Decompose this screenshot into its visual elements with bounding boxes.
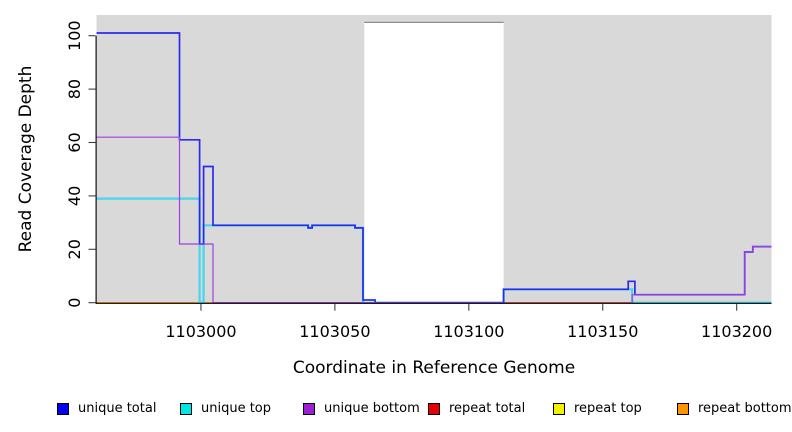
- legend-label: repeat top: [574, 401, 642, 416]
- y-axis-title: Read Coverage Depth: [16, 66, 36, 253]
- legend-label: unique bottom: [324, 401, 420, 416]
- legend-swatch: [57, 403, 69, 415]
- legend-item-repeat-bottom: repeat bottom: [677, 398, 792, 420]
- y-tick-label: 60: [65, 132, 84, 152]
- legend-item-unique-top: unique top: [180, 398, 271, 420]
- y-tick-label: 20: [65, 239, 84, 259]
- y-tick-label: 80: [65, 79, 84, 99]
- x-tick-label: 1103150: [567, 322, 638, 341]
- x-tick-label: 1103000: [165, 322, 236, 341]
- series-line-unique-bottom: [96, 136, 772, 304]
- x-tick-label: 1103100: [433, 322, 504, 341]
- plot-background: [96, 15, 772, 304]
- legend-item-repeat-total: repeat total: [428, 398, 525, 420]
- legend-swatch: [677, 403, 689, 415]
- legend-item-unique-bottom: unique bottom: [303, 398, 420, 420]
- y-tick-label: 100: [65, 20, 84, 51]
- x-axis-title: Coordinate in Reference Genome: [293, 358, 575, 378]
- legend: unique total unique top unique bottom repea…: [0, 398, 792, 426]
- legend-swatch: [428, 403, 440, 415]
- legend-swatch: [553, 403, 565, 415]
- x-tick-label: 1103200: [701, 322, 772, 341]
- x-tick-label: 1103050: [299, 322, 370, 341]
- y-tick-label: 0: [65, 298, 84, 308]
- axes: 1103000 1103050 1103100 1103150 1103200 0 20 40…: [65, 20, 772, 341]
- series-lines: [96, 32, 772, 304]
- legend-label: repeat bottom: [698, 401, 792, 416]
- y-tick-label: 40: [65, 186, 84, 206]
- legend-item-repeat-top: repeat top: [553, 398, 642, 420]
- legend-swatch: [303, 403, 315, 415]
- legend-label: unique total: [78, 401, 157, 416]
- legend-label: unique top: [201, 401, 272, 416]
- white-gap-region: [364, 22, 504, 304]
- legend-label: repeat total: [449, 401, 526, 416]
- legend-item-unique-total: unique total: [57, 398, 156, 420]
- legend-swatch: [180, 403, 192, 415]
